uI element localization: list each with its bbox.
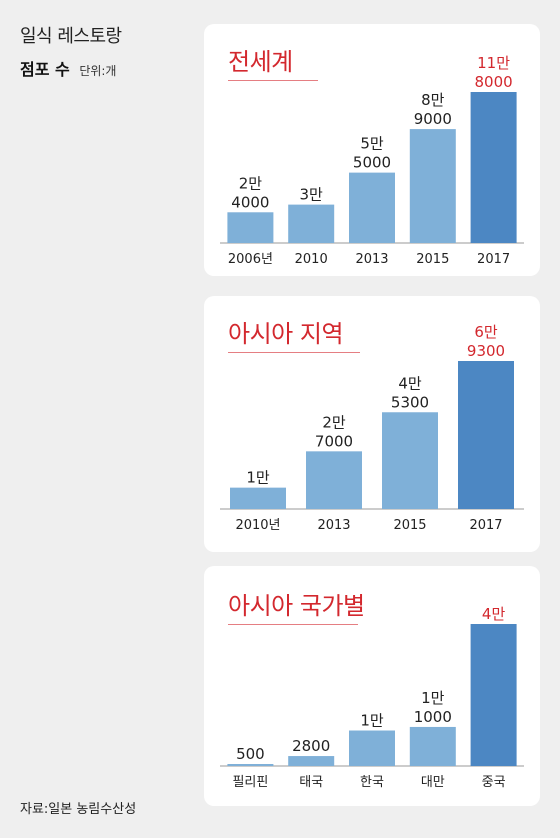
bar — [382, 412, 438, 509]
data-label: 7000 — [315, 432, 353, 450]
x-tick-label: 중국 — [482, 775, 506, 790]
x-tick-label: 2017 — [477, 252, 510, 267]
data-label: 1만 — [360, 712, 384, 730]
data-label: 8만 — [421, 91, 445, 109]
source-note: 자료:일본 농림수산성 — [20, 802, 137, 817]
main-title: 일식 레스토랑 — [20, 26, 122, 47]
bar — [230, 487, 286, 509]
data-label: 5만 — [360, 135, 384, 153]
x-tick-label: 대만 — [421, 775, 445, 790]
panel-asia-country: 아시아 국가별 500 필리핀 2800 태국 1만 한국 1만 1000 대만 4만 중국 — [204, 566, 540, 806]
data-label: 8000 — [475, 73, 513, 91]
bar — [409, 726, 456, 766]
bar — [306, 451, 362, 509]
x-tick-label: 2010 — [295, 252, 328, 267]
title-divider — [228, 80, 318, 81]
panel-title: 전세계 — [228, 48, 293, 76]
x-tick-label: 2006년 — [228, 252, 273, 267]
data-label: 11만 — [477, 54, 510, 72]
sub-title: 점포 수 단위:개 — [20, 56, 122, 80]
panel-title: 아시아 국가별 — [228, 592, 365, 620]
x-tick-label: 한국 — [360, 775, 384, 790]
bar — [349, 730, 395, 766]
data-label: 2만 — [239, 174, 263, 192]
bar — [288, 204, 335, 243]
x-tick-label: 2013 — [317, 518, 350, 533]
bar — [409, 129, 456, 243]
data-label: 5300 — [391, 393, 429, 411]
bar — [227, 212, 274, 243]
chart-header: 일식 레스토랑 점포 수 단위:개 — [20, 22, 122, 80]
bar — [470, 624, 517, 766]
panel-title: 아시아 지역 — [228, 320, 344, 348]
sub-title-text: 점포 수 — [20, 60, 70, 79]
data-label: 3만 — [300, 186, 324, 204]
data-label: 4000 — [231, 193, 269, 211]
x-tick-label: 필리핀 — [232, 775, 268, 790]
data-label: 2만 — [322, 413, 346, 431]
data-label: 9300 — [467, 342, 505, 360]
data-label: 500 — [236, 745, 265, 763]
bar — [458, 361, 514, 509]
data-label: 2800 — [292, 737, 330, 755]
data-label: 4만 — [482, 605, 506, 623]
data-label: 5000 — [353, 154, 391, 172]
data-label: 9000 — [414, 110, 452, 128]
bar — [288, 756, 335, 766]
data-label: 4만 — [398, 374, 422, 392]
panel-asia-region: 아시아 지역 1만 2010년 2만 7000 2013 4만 5300 2015 6만 9300… — [204, 296, 540, 552]
unit-label: 단위:개 — [79, 64, 117, 78]
title-divider — [228, 624, 358, 625]
x-tick-label: 2013 — [355, 252, 388, 267]
data-label: 1만 — [421, 689, 445, 707]
x-tick-label: 2010년 — [235, 518, 280, 533]
data-label: 1000 — [414, 708, 452, 726]
x-tick-label: 2017 — [469, 518, 502, 533]
title-divider — [228, 352, 360, 353]
data-label: 6만 — [474, 323, 498, 341]
bar — [349, 172, 395, 243]
x-tick-label: 2015 — [393, 518, 426, 533]
data-label: 1만 — [246, 469, 270, 487]
bar — [470, 92, 517, 243]
x-tick-label: 태국 — [299, 775, 323, 790]
x-tick-label: 2015 — [416, 252, 449, 267]
panel-worldwide: 전세계 2만 4000 2006년 3만 2010 5만 5000 2013 8만 9000 201… — [204, 24, 540, 276]
bar — [227, 764, 274, 766]
